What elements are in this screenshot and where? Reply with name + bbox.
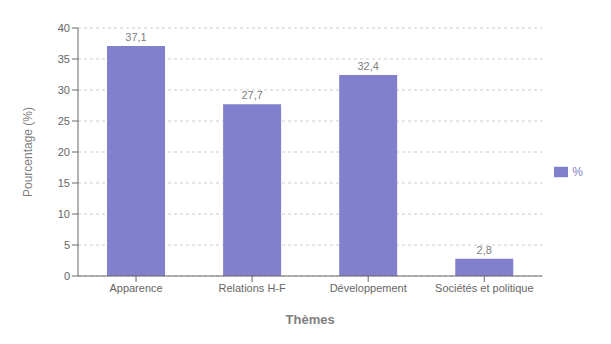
svg-text:5: 5 bbox=[64, 239, 70, 251]
svg-text:Apparence: Apparence bbox=[109, 282, 162, 294]
svg-text:Thèmes: Thèmes bbox=[286, 312, 335, 327]
svg-text:2,8: 2,8 bbox=[477, 244, 492, 256]
svg-text:Pourcentage (%): Pourcentage (%) bbox=[21, 107, 35, 197]
svg-text:0: 0 bbox=[64, 270, 70, 282]
svg-text:25: 25 bbox=[58, 115, 70, 127]
svg-text:Développement: Développement bbox=[330, 282, 407, 294]
svg-text:35: 35 bbox=[58, 53, 70, 65]
svg-text:27,7: 27,7 bbox=[241, 89, 262, 101]
svg-text:15: 15 bbox=[58, 177, 70, 189]
svg-text:20: 20 bbox=[58, 146, 70, 158]
svg-text:Relations H-F: Relations H-F bbox=[218, 282, 286, 294]
svg-text:40: 40 bbox=[58, 22, 70, 34]
svg-text:32,4: 32,4 bbox=[357, 60, 378, 72]
svg-text:30: 30 bbox=[58, 84, 70, 96]
svg-text:Sociétés et politique: Sociétés et politique bbox=[435, 282, 533, 294]
svg-text:37,1: 37,1 bbox=[125, 31, 146, 43]
svg-text:10: 10 bbox=[58, 208, 70, 220]
